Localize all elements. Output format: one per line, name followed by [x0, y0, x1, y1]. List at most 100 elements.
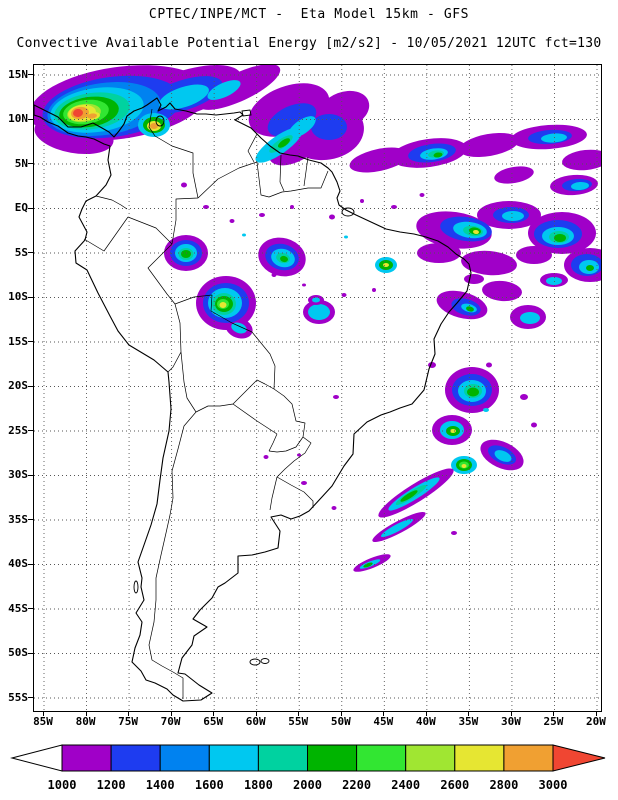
- coastline: [34, 97, 472, 702]
- cape-shade-blob: [333, 395, 339, 399]
- lon-tick-mark: [255, 712, 257, 716]
- island-chiloe: [133, 580, 139, 594]
- cape-shade-blob: [290, 205, 294, 209]
- cape-shade-blob: [381, 519, 413, 537]
- cape-shade-blob: [466, 306, 474, 312]
- lat-tick-label: 10N: [8, 112, 28, 125]
- lat-tick-mark: [28, 608, 33, 609]
- lon-tick-mark: [298, 712, 300, 716]
- map-outlines: [34, 97, 472, 702]
- cape-shade-blob: [531, 422, 537, 428]
- lon-tick-mark: [383, 712, 385, 716]
- cape-shade-blob: [494, 450, 512, 462]
- lat-tick-mark: [28, 252, 33, 253]
- cape-shade-blob: [181, 182, 187, 188]
- lon-tick-mark: [425, 712, 427, 716]
- map-canvas: [34, 65, 601, 711]
- lat-tick-label: 50S: [8, 646, 28, 659]
- cape-shade-blob: [271, 273, 277, 277]
- island-marajo: [341, 207, 355, 217]
- cape-shade-blob: [461, 250, 517, 276]
- cape-shade-blob: [502, 211, 524, 221]
- lat-tick-label: 15S: [8, 334, 28, 348]
- cape-shade-blob: [207, 80, 241, 100]
- lon-tick-mark: [128, 712, 130, 716]
- lon-tick-mark: [340, 712, 342, 716]
- lat-tick-mark: [28, 430, 33, 431]
- cape-shade-blob: [372, 288, 376, 292]
- lat-tick-label: 35S: [8, 512, 28, 526]
- field-title: Convective Available Potential Energy [m…: [16, 36, 602, 51]
- cape-shade-blob: [263, 455, 269, 459]
- colorbar-segment: [110, 744, 161, 772]
- cape-shade-blob: [329, 214, 335, 220]
- cape-shade-blob: [516, 246, 552, 264]
- lake-maracaibo: [155, 115, 165, 127]
- lon-tick-label: 30W: [500, 715, 521, 728]
- colorbar-tick-label: 3000: [539, 778, 568, 792]
- lat-tick-label: 20S: [8, 379, 28, 392]
- cape-shade-blob: [541, 133, 567, 143]
- lat-tick-mark: [28, 563, 33, 565]
- cape-shade-blob: [571, 181, 589, 191]
- cape-shade-blob: [562, 149, 601, 171]
- colorbar-tick-label: 2400: [391, 778, 420, 792]
- colorbar-tick-label: 2200: [342, 778, 371, 792]
- cape-shade-blob: [520, 312, 540, 324]
- colorbar-segment: [405, 744, 456, 772]
- cape-shade-blob: [219, 302, 227, 308]
- colorbar-segment: [208, 744, 259, 772]
- colorbar-legend: 1000 1200 1400 1600 1800 2000 2200 2400 2600 2800…: [10, 744, 606, 792]
- cape-shade-blob: [360, 199, 364, 203]
- cape-shade-blob: [203, 205, 209, 209]
- lat-tick-label: EQ: [14, 201, 28, 214]
- colorbar-segment: [356, 744, 407, 772]
- lat-tick-mark: [28, 118, 33, 120]
- colorbar-tick-label: 1400: [146, 778, 175, 792]
- cape-shade-blob: [301, 481, 307, 485]
- cape-shade-blob: [461, 464, 467, 468]
- colorbar-tick-label: 1000: [48, 778, 77, 792]
- cape-shade-blob: [451, 531, 457, 535]
- lon-tick-label: 80W: [75, 715, 96, 728]
- cape-shade-blob: [483, 408, 489, 412]
- cape-shade-blob: [259, 213, 265, 217]
- cape-shade-blob: [242, 233, 246, 237]
- lon-tick-label: 20W: [586, 715, 606, 728]
- cape-shade-blob: [297, 453, 301, 457]
- cape-shade-blob: [494, 166, 534, 184]
- lon-tick-label: 25W: [543, 715, 564, 728]
- cape-shade-blob: [344, 235, 348, 239]
- colorbar-segment: [257, 744, 308, 772]
- cape-shade-blob: [87, 113, 97, 119]
- cape-shade-blob: [433, 152, 443, 158]
- lat-tick-label: 5S: [14, 245, 28, 259]
- cape-shaded-field: [34, 65, 601, 572]
- cape-shade-blob: [473, 229, 479, 235]
- lat-tick-mark: [28, 207, 33, 209]
- cape-shade-blob: [486, 362, 492, 368]
- lat-tick-label: 45S: [8, 601, 28, 615]
- lon-tick-label: 40W: [415, 715, 436, 728]
- lat-tick-mark: [28, 385, 33, 387]
- cape-shade-blob: [554, 234, 566, 242]
- cape-shade-blob: [229, 219, 235, 223]
- cape-shade-blob: [312, 297, 320, 303]
- cape-shade-blob: [181, 250, 191, 258]
- lat-tick-mark: [28, 519, 33, 520]
- lon-tick-label: 75W: [118, 715, 138, 728]
- lat-tick-mark: [28, 652, 33, 654]
- lat-tick-label: 15N: [8, 67, 28, 81]
- lon-tick-mark: [43, 712, 44, 716]
- cape-shade-blob: [231, 322, 247, 334]
- cape-shade-blob: [268, 124, 324, 166]
- cape-shade-blob: [467, 387, 479, 397]
- cape-shade-blob: [419, 193, 425, 197]
- island-falkland-west: [249, 658, 261, 666]
- lon-tick-label: 60W: [245, 715, 266, 728]
- lon-tick-mark: [85, 712, 87, 716]
- map-plot-area: [33, 64, 602, 712]
- colorbar-tick-label: 2800: [489, 778, 518, 792]
- model-title: CPTEC/INPE/MCT - Eta Model 15km - GFS: [148, 7, 470, 22]
